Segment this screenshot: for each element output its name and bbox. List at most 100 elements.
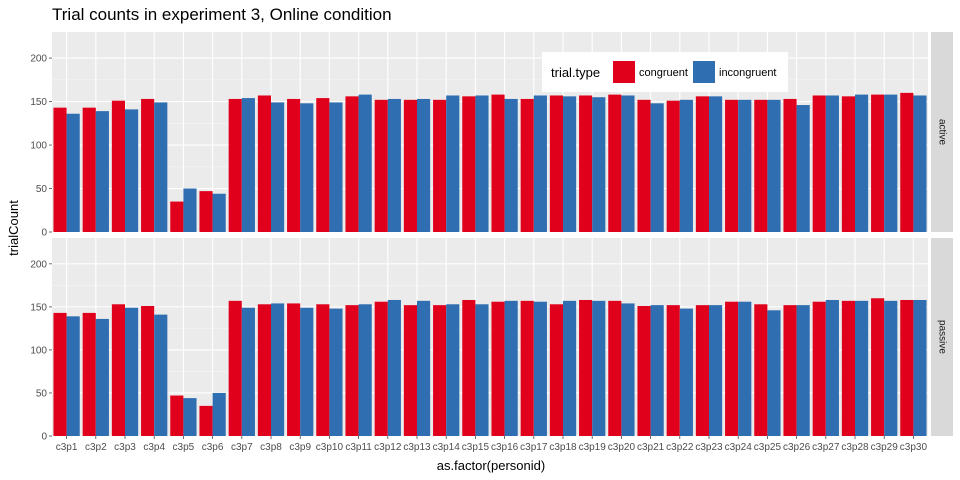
bar-active-congruent-c3p2 bbox=[82, 107, 96, 232]
bar-passive-incongruent-c3p29 bbox=[884, 300, 898, 436]
bar-active-congruent-c3p28 bbox=[841, 96, 855, 232]
bar-passive-congruent-c3p11 bbox=[345, 305, 359, 436]
facet-label-passive: passive bbox=[936, 320, 947, 354]
bar-passive-incongruent-c3p22 bbox=[679, 308, 693, 436]
bar-passive-congruent-c3p25 bbox=[754, 304, 768, 436]
x-tick-label-c3p16: c3p16 bbox=[491, 442, 519, 453]
x-tick-label-c3p17: c3p17 bbox=[520, 442, 548, 453]
bar-active-incongruent-c3p3 bbox=[125, 109, 139, 232]
bar-active-incongruent-c3p22 bbox=[679, 99, 693, 233]
bar-passive-incongruent-c3p14 bbox=[446, 304, 460, 436]
bar-active-congruent-c3p23 bbox=[695, 96, 709, 232]
bar-passive-congruent-c3p5 bbox=[170, 395, 184, 436]
x-tick-label-c3p4: c3p4 bbox=[143, 442, 165, 453]
x-tick-label-c3p8: c3p8 bbox=[260, 442, 282, 453]
bar-passive-congruent-c3p19 bbox=[579, 299, 593, 436]
bar-active-incongruent-c3p9 bbox=[300, 103, 314, 232]
bar-passive-incongruent-c3p7 bbox=[241, 307, 255, 436]
x-tick-label-c3p28: c3p28 bbox=[841, 442, 869, 453]
bar-active-incongruent-c3p7 bbox=[241, 98, 255, 232]
bar-active-congruent-c3p19 bbox=[579, 95, 593, 232]
bar-passive-congruent-c3p7 bbox=[228, 300, 242, 436]
x-tick-label-c3p30: c3p30 bbox=[900, 442, 928, 453]
bar-passive-incongruent-c3p30 bbox=[913, 299, 927, 436]
bar-active-incongruent-c3p10 bbox=[329, 102, 343, 232]
bar-active-incongruent-c3p30 bbox=[913, 95, 927, 232]
bar-passive-congruent-c3p3 bbox=[111, 304, 125, 436]
x-tick-label-c3p20: c3p20 bbox=[608, 442, 636, 453]
bar-active-incongruent-c3p21 bbox=[650, 103, 664, 232]
bar-passive-congruent-c3p15 bbox=[462, 299, 476, 436]
bar-active-incongruent-c3p19 bbox=[592, 97, 606, 232]
bar-active-congruent-c3p11 bbox=[345, 96, 359, 232]
bar-passive-incongruent-c3p11 bbox=[358, 304, 372, 436]
legend-key-congruent bbox=[613, 61, 635, 83]
bar-active-congruent-c3p14 bbox=[433, 99, 447, 233]
legend-key-incongruent bbox=[693, 61, 715, 83]
facet-label-active: active bbox=[936, 119, 947, 146]
y-tick-label: 200 bbox=[30, 54, 47, 65]
x-tick-label-c3p29: c3p29 bbox=[871, 442, 899, 453]
bar-active-congruent-c3p16 bbox=[491, 94, 505, 232]
bar-active-incongruent-c3p16 bbox=[504, 98, 518, 233]
bar-active-incongruent-c3p15 bbox=[475, 95, 489, 232]
y-axis-title: trialCount bbox=[6, 200, 21, 256]
chart-title: Trial counts in experiment 3, Online con… bbox=[52, 5, 392, 24]
bar-active-incongruent-c3p29 bbox=[884, 94, 898, 232]
bar-passive-congruent-c3p22 bbox=[666, 305, 680, 436]
bar-active-congruent-c3p17 bbox=[520, 98, 534, 233]
bar-passive-congruent-c3p13 bbox=[403, 305, 417, 436]
bar-active-incongruent-c3p1 bbox=[66, 113, 80, 232]
bar-active-congruent-c3p1 bbox=[53, 107, 67, 232]
legend-background bbox=[542, 52, 788, 92]
bar-passive-incongruent-c3p5 bbox=[183, 398, 197, 436]
bar-passive-incongruent-c3p24 bbox=[738, 301, 752, 436]
bar-passive-congruent-c3p8 bbox=[257, 304, 271, 436]
bar-active-incongruent-c3p18 bbox=[563, 96, 577, 232]
bar-active-congruent-c3p15 bbox=[462, 96, 476, 232]
panel-passive: 0 50 100 150 200 passive bbox=[30, 238, 953, 443]
bar-active-congruent-c3p13 bbox=[403, 99, 417, 233]
bar-passive-congruent-c3p4 bbox=[141, 306, 155, 436]
x-tick-label-c3p24: c3p24 bbox=[725, 442, 753, 453]
bar-active-incongruent-c3p28 bbox=[855, 94, 869, 232]
bar-active-incongruent-c3p12 bbox=[387, 98, 401, 233]
bar-passive-incongruent-c3p3 bbox=[125, 307, 139, 436]
bar-passive-incongruent-c3p12 bbox=[387, 299, 401, 436]
bar-active-incongruent-c3p11 bbox=[358, 94, 372, 232]
bar-passive-congruent-c3p26 bbox=[783, 305, 797, 436]
bar-active-congruent-c3p6 bbox=[199, 191, 213, 232]
facet-strip bbox=[931, 238, 953, 436]
x-tick-label-c3p18: c3p18 bbox=[549, 442, 577, 453]
y-tick-label: 200 bbox=[30, 259, 47, 270]
bar-active-congruent-c3p10 bbox=[316, 98, 330, 232]
bar-passive-incongruent-c3p4 bbox=[154, 314, 168, 436]
x-tick-label-c3p27: c3p27 bbox=[812, 442, 840, 453]
bar-passive-incongruent-c3p17 bbox=[533, 301, 547, 436]
x-tick-label-c3p15: c3p15 bbox=[462, 442, 490, 453]
x-tick-label-c3p21: c3p21 bbox=[637, 442, 665, 453]
bar-passive-incongruent-c3p1 bbox=[66, 316, 80, 436]
bar-passive-congruent-c3p27 bbox=[812, 301, 826, 436]
bar-passive-congruent-c3p6 bbox=[199, 405, 213, 436]
x-tick-label-c3p12: c3p12 bbox=[374, 442, 402, 453]
x-tick-label-c3p9: c3p9 bbox=[289, 442, 311, 453]
bar-passive-congruent-c3p2 bbox=[82, 312, 96, 436]
bar-passive-congruent-c3p20 bbox=[608, 300, 622, 436]
bar-passive-congruent-c3p17 bbox=[520, 300, 534, 436]
bar-active-incongruent-c3p17 bbox=[533, 95, 547, 232]
bar-passive-incongruent-c3p20 bbox=[621, 303, 635, 436]
bar-passive-congruent-c3p12 bbox=[374, 301, 388, 436]
y-tick-label: 150 bbox=[30, 302, 47, 313]
bar-active-incongruent-c3p6 bbox=[212, 193, 226, 232]
bar-passive-incongruent-c3p26 bbox=[796, 305, 810, 436]
x-axis: c3p1 c3p2 c3p3 c3p4 c3p5 c3p6 c3p7 c3p8 c3p9 c3p1… bbox=[56, 436, 928, 453]
bar-active-incongruent-c3p13 bbox=[417, 98, 431, 233]
bar-active-congruent-c3p7 bbox=[228, 98, 242, 233]
bar-passive-congruent-c3p10 bbox=[316, 304, 330, 436]
bar-passive-incongruent-c3p18 bbox=[563, 300, 577, 436]
bar-active-incongruent-c3p4 bbox=[154, 102, 168, 232]
bar-active-congruent-c3p22 bbox=[666, 100, 680, 233]
bar-active-congruent-c3p30 bbox=[900, 92, 914, 232]
